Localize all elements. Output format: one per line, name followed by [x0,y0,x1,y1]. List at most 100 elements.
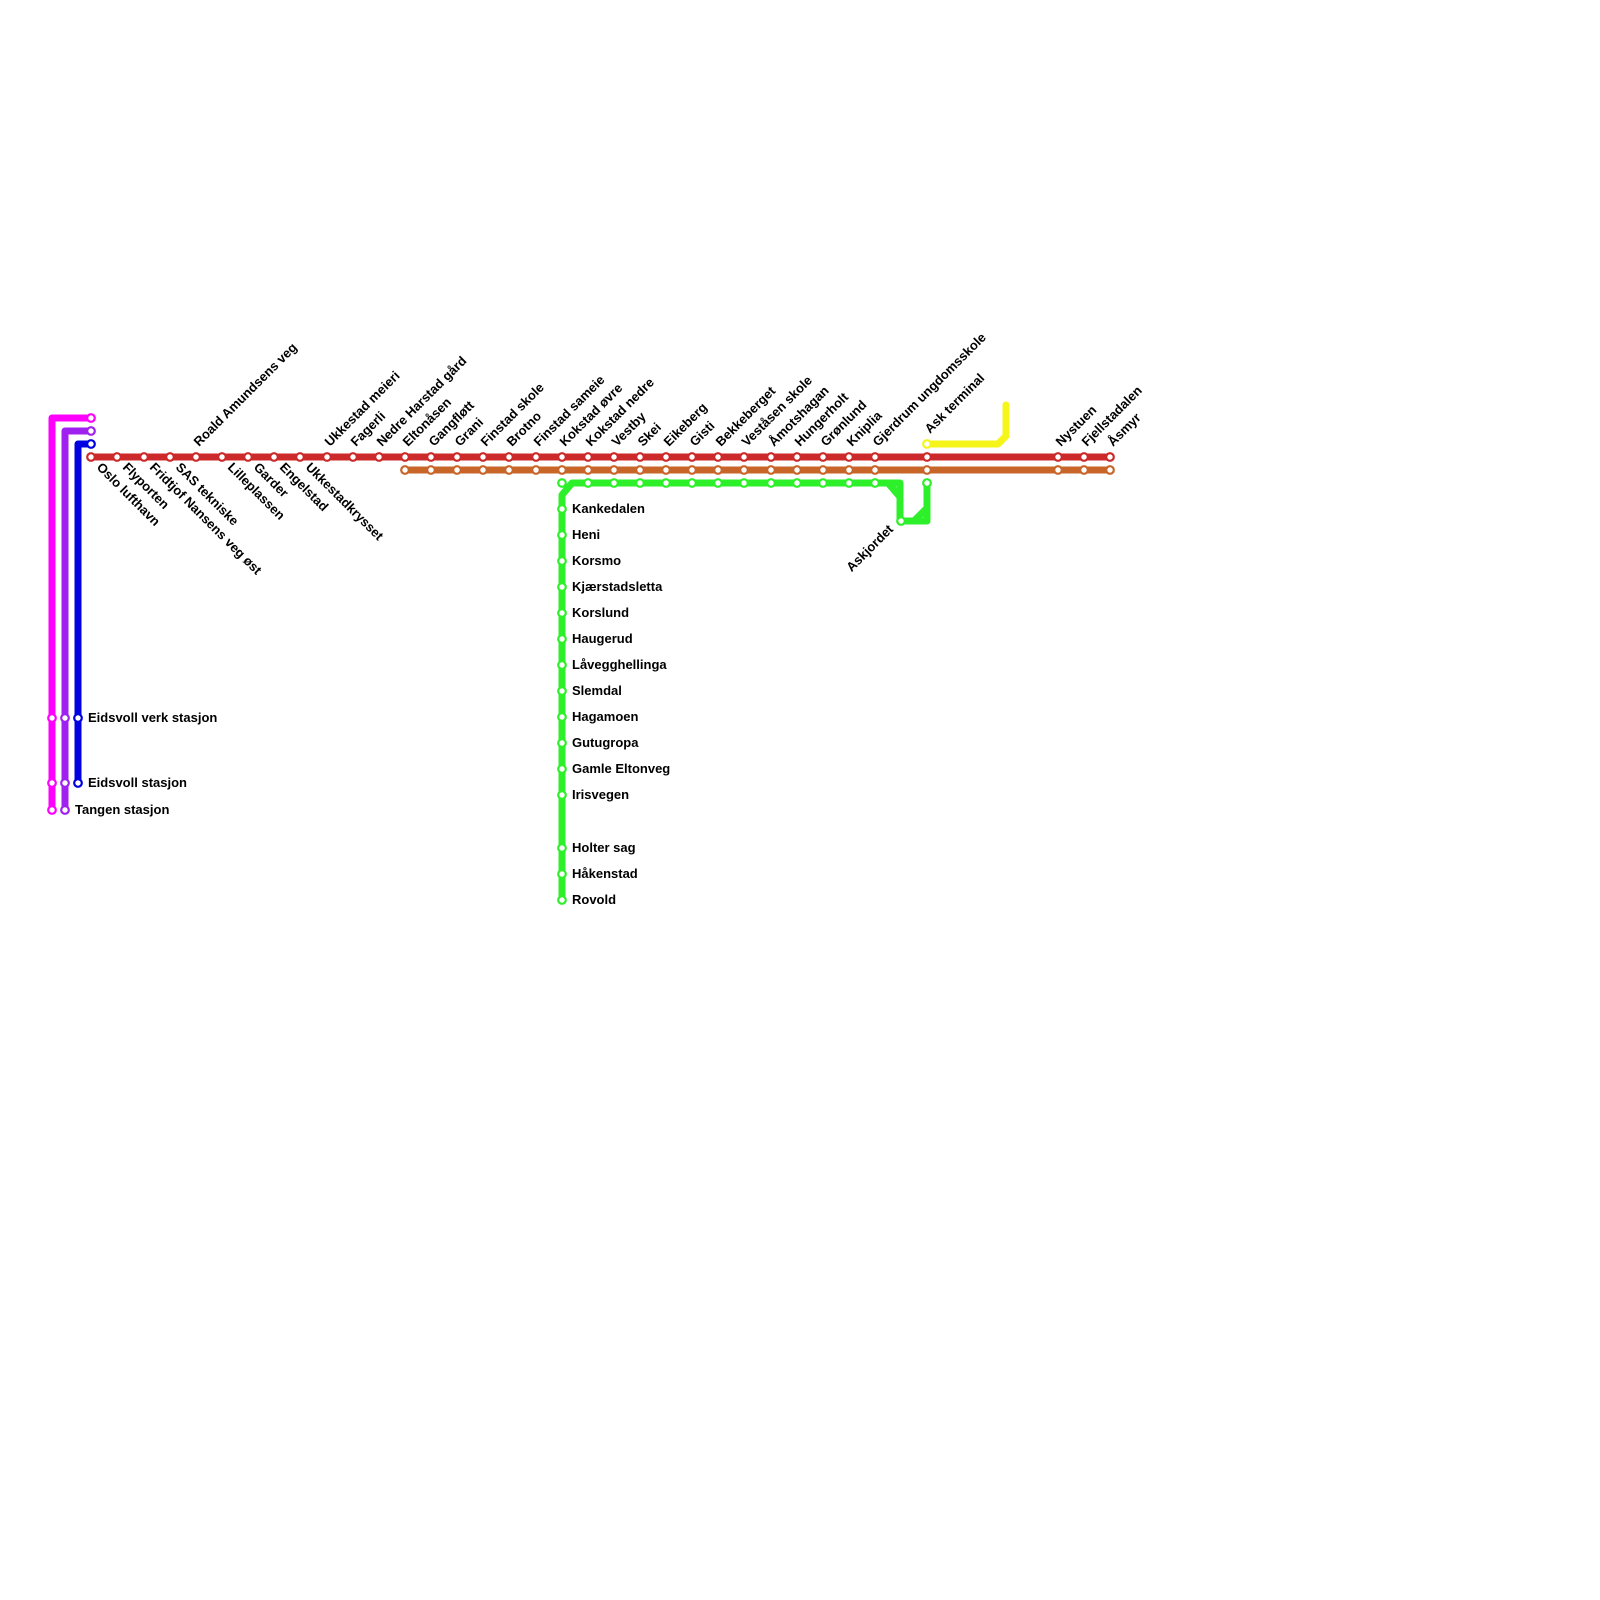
station-dot [661,465,671,475]
purple-line [61,427,95,814]
station-dot [112,452,122,462]
station-dot [1105,465,1115,475]
station-label: Haugerud [572,631,633,646]
station-dot [426,465,436,475]
station-label: Heni [572,527,600,542]
station-dot [452,465,462,475]
station-dot [86,439,96,449]
station-dot [844,465,854,475]
station-dot [60,778,70,788]
station-dot [557,712,567,722]
station-label: Korslund [572,605,629,620]
station-dot [557,660,567,670]
station-dot [792,478,802,488]
station-dot [322,452,332,462]
lines [48,401,1114,904]
station-dot [661,452,671,462]
station-dot [86,452,96,462]
station-dot [922,452,932,462]
station-dot [870,478,880,488]
station-dot [792,452,802,462]
station-dot [766,478,776,488]
station-dot [792,465,802,475]
station-dot [609,478,619,488]
station-dot [47,805,57,815]
station-label: Eidsvoll stasjon [88,775,187,790]
station-label: Korsmo [572,553,621,568]
station-dot [557,895,567,905]
station-dot [922,465,932,475]
station-dot [557,764,567,774]
station-label: Holter sag [572,840,636,855]
station-dot [47,713,57,723]
station-dot [452,452,462,462]
station-dot [687,465,697,475]
station-dot [583,465,593,475]
station-dot [348,452,358,462]
station-dot [1053,452,1063,462]
station-dot [269,452,279,462]
station-dot [400,465,410,475]
station-dot [191,452,201,462]
station-dot [165,452,175,462]
station-label: Gamle Eltonveg [572,761,670,776]
station-dot [557,530,567,540]
station-dot [73,778,83,788]
station-dot [217,452,227,462]
station-label: Gutugropa [572,735,639,750]
station-label: Slemdal [572,683,622,698]
station-dot [557,608,567,618]
station-label: Askjordet [843,521,896,574]
station-dot [557,790,567,800]
station-dot [426,452,436,462]
station-dot [73,713,83,723]
station-dot [870,465,880,475]
station-dot [557,686,567,696]
yellow-line [923,401,1010,448]
blue-line [74,440,95,787]
station-dot [766,465,776,475]
station-dot [478,465,488,475]
station-label: Roald Amundsens veg [191,340,300,449]
station-dot [557,738,567,748]
station-dot [557,452,567,462]
magenta-line [48,414,95,814]
station-dot [531,452,541,462]
station-dot [557,556,567,566]
station-dot [687,452,697,462]
station-dot [739,465,749,475]
station-dot [557,478,567,488]
station-dot [557,504,567,514]
station-dot [47,778,57,788]
station-dot [86,426,96,436]
station-dot [713,465,723,475]
station-label: Kjærstadsletta [572,579,663,594]
station-label: Eidsvoll verk stasjon [88,710,217,725]
station-dot [609,452,619,462]
station-dot [870,452,880,462]
station-dot [713,478,723,488]
station-dot [1079,452,1089,462]
station-dot [609,465,619,475]
station-dot [922,478,932,488]
station-dot [60,805,70,815]
station-dot [504,465,514,475]
station-dot [818,452,828,462]
station-dot [844,452,854,462]
station-dot [295,452,305,462]
station-label: Låvegghellinga [572,657,667,672]
station-dot [713,452,723,462]
station-dot [86,413,96,423]
station-dot [739,452,749,462]
station-dot [504,452,514,462]
station-dot [687,478,697,488]
station-dot [844,478,854,488]
station-dot [139,452,149,462]
station-dot [583,452,593,462]
station-label: Håkenstad [572,866,638,881]
station-dot [739,478,749,488]
station-dot [243,452,253,462]
station-label: Tangen stasjon [75,802,169,817]
station-dot [478,452,488,462]
